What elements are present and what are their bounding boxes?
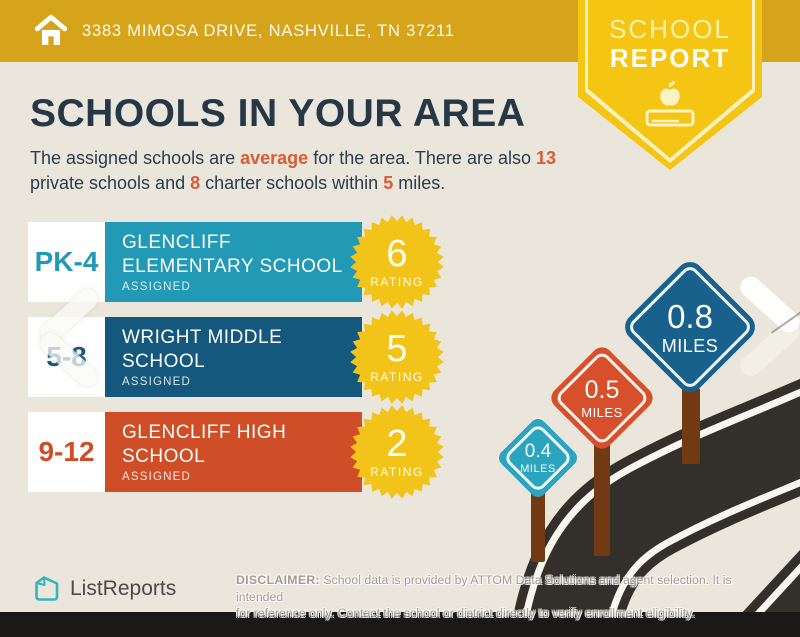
distance-value: 0.5 [584,376,620,404]
school-bar: WRIGHT MIDDLE SCHOOL ASSIGNED [105,317,362,397]
school-list: PK-4 GLENCLIFF ELEMENTARY SCHOOL ASSIGNE… [28,215,444,507]
property-address: 3383 MIMOSA DRIVE, NASHVILLE, TN 37211 [82,21,455,40]
rating-starburst: 5 RATING [350,310,444,404]
school-name-line2: SCHOOL [122,350,206,372]
distance-sign-0-8-miles: 0.8 MILES [619,256,761,398]
distance-unit: MILES [581,405,623,420]
badge-title-report: REPORT [609,43,731,73]
rating-starburst: 6 RATING [350,215,444,309]
home-icon [34,14,68,45]
school-name-line2: SCHOOL [122,445,206,467]
page-title: SCHOOLS IN YOUR AREA [30,92,526,135]
disclaimer-text: DISCLAIMER: School data is provided by A… [236,573,732,621]
distance-unit: MILES [661,335,719,356]
distance-value: 0.4 [524,441,552,462]
highlight-miles: 5 [383,172,394,193]
assigned-label: ASSIGNED [122,280,192,293]
intro-paragraph: The assigned schools are average for the… [30,148,557,193]
sign-post [531,490,545,562]
school-name-line2: ELEMENTARY SCHOOL [122,255,343,277]
disclaimer-label: DISCLAIMER: [236,573,320,587]
grade-range-badge: PK-4 [28,222,105,302]
listreports-logo: ListReports [32,574,176,604]
rating-label: RATING [370,465,424,479]
distance-value: 0.8 [667,297,713,335]
highlight-charter-count: 8 [190,172,201,193]
school-row-elementary: PK-4 GLENCLIFF ELEMENTARY SCHOOL ASSIGNE… [28,215,444,309]
grade-range-badge: 9-12 [28,412,105,492]
rating-value: 5 [386,328,408,370]
highlight-average: average [240,148,309,168]
distance-sign-0-5-miles: 0.5 MILES [546,342,658,454]
listreports-house-icon [35,576,59,601]
sign-post [682,388,700,464]
school-row-high: 9-12 GLENCLIFF HIGH SCHOOL ASSIGNED 2 RA… [28,405,444,499]
assigned-label: ASSIGNED [122,470,192,483]
distance-unit: MILES [520,463,556,475]
carousel-next-chevron-icon[interactable] [736,272,800,381]
school-name-line1: GLENCLIFF [122,232,232,254]
carousel-prev-chevron-icon[interactable] [32,285,102,392]
school-bar: GLENCLIFF ELEMENTARY SCHOOL ASSIGNED [105,222,362,302]
apple-on-book-icon [645,81,695,127]
assigned-label: ASSIGNED [122,375,192,388]
rating-label: RATING [370,370,424,384]
school-report-badge: SCHOOL REPORT [578,0,762,170]
rating-label: RATING [370,275,424,289]
rating-starburst: 2 RATING [350,405,444,499]
school-name-line1: WRIGHT MIDDLE [122,327,283,349]
sign-post [594,438,610,556]
rating-value: 2 [386,423,408,465]
school-bar: GLENCLIFF HIGH SCHOOL ASSIGNED [105,412,362,492]
highlight-private-count: 13 [535,148,557,168]
distance-sign-0-4-miles: 0.4 MILES [495,415,581,501]
badge-title-school: SCHOOL [609,14,731,44]
school-name-line1: GLENCLIFF HIGH [122,422,287,444]
rating-value: 6 [386,233,408,275]
brand-name: ListReports [70,577,177,600]
